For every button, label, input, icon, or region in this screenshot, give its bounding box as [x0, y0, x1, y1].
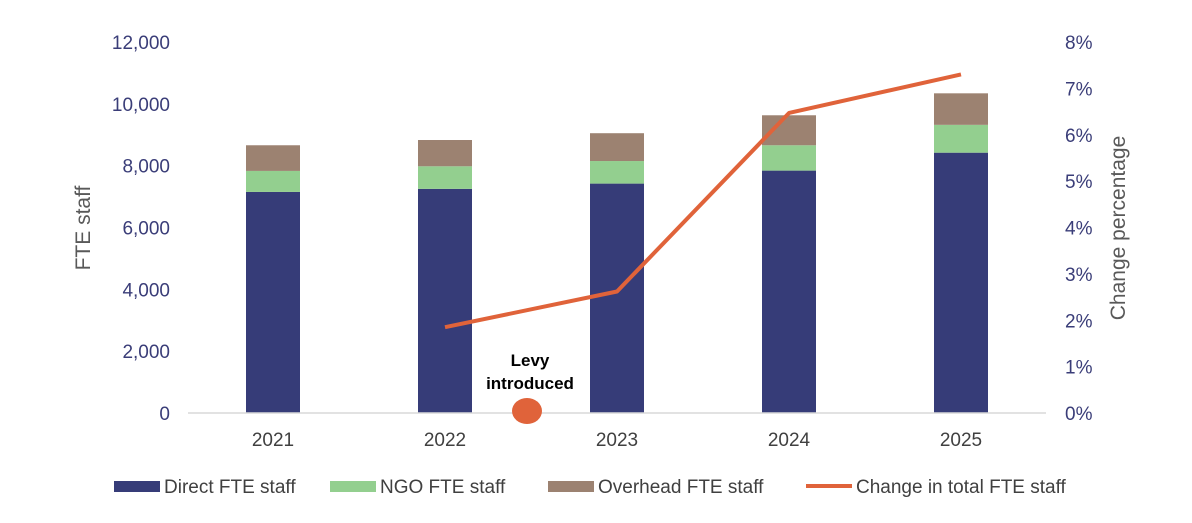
bar-layer [246, 93, 988, 413]
legend-swatch-overhead [548, 481, 594, 492]
left-tick-label: 10,000 [112, 95, 170, 116]
right-tick-label: 4% [1065, 219, 1093, 240]
bar-segment-2022-0 [418, 188, 472, 413]
levy-marker [512, 398, 542, 424]
x-axis-ticks: 2021 2022 2023 2024 2025 [252, 430, 982, 451]
left-tick-label: 2,000 [122, 342, 170, 363]
bar-segment-2025-0 [934, 152, 988, 413]
x-tick-label: 2021 [252, 430, 294, 451]
left-tick-label: 8,000 [122, 157, 170, 178]
annotation-line-2: introduced [486, 374, 574, 393]
legend-item-direct: Direct FTE staff [114, 477, 296, 498]
right-axis-ticks: 0% 1% 2% 3% 4% 5% 6% 7% 8% [1065, 33, 1093, 425]
legend-swatch-ngo [330, 481, 376, 492]
right-tick-label: 6% [1065, 126, 1093, 147]
bar-segment-2021-1 [246, 170, 300, 192]
line-layer [444, 72, 962, 330]
left-tick-label: 4,000 [122, 280, 170, 301]
x-tick-label: 2024 [768, 430, 811, 451]
right-tick-label: 7% [1065, 79, 1093, 100]
bar-segment-2023-2 [590, 133, 644, 162]
right-axis-title: Change percentage [1107, 136, 1130, 320]
legend-item-change: Change in total FTE staff [806, 477, 1067, 498]
legend-item-overhead: Overhead FTE staff [548, 477, 764, 498]
bar-segment-2024-0 [762, 170, 816, 413]
levy-annotation: Levy introduced [486, 351, 574, 424]
right-tick-label: 2% [1065, 311, 1093, 332]
left-tick-label: 12,000 [112, 33, 170, 54]
bar-segment-2022-1 [418, 166, 472, 189]
right-tick-label: 5% [1065, 172, 1093, 193]
bar-segment-2023-0 [590, 183, 644, 413]
annotation-line-1: Levy [511, 351, 550, 370]
right-tick-label: 1% [1065, 358, 1093, 379]
legend-label-overhead: Overhead FTE staff [598, 477, 764, 498]
x-tick-label: 2023 [596, 430, 638, 451]
bar-segment-2023-1 [590, 161, 644, 184]
bar-segment-2024-1 [762, 145, 816, 171]
legend-label-ngo: NGO FTE staff [380, 477, 506, 498]
right-tick-label: 0% [1065, 404, 1093, 425]
legend-swatch-direct [114, 481, 160, 492]
bar-segment-2025-2 [934, 93, 988, 125]
right-tick-label: 3% [1065, 265, 1093, 286]
bar-segment-2022-2 [418, 140, 472, 167]
left-tick-label: 6,000 [122, 219, 170, 240]
left-tick-label: 0 [159, 404, 170, 425]
legend: Direct FTE staff NGO FTE staff Overhead … [114, 477, 1067, 498]
legend-label-direct: Direct FTE staff [164, 477, 296, 498]
x-tick-label: 2022 [424, 430, 466, 451]
left-axis-title: FTE staff [72, 185, 95, 270]
left-axis-ticks: 0 2,000 4,000 6,000 8,000 10,000 12,000 [112, 33, 170, 425]
legend-item-ngo: NGO FTE staff [330, 477, 506, 498]
bar-segment-2025-1 [934, 124, 988, 153]
right-tick-label: 8% [1065, 33, 1093, 54]
bar-segment-2021-2 [246, 145, 300, 171]
bar-segment-2021-0 [246, 191, 300, 413]
x-tick-label: 2025 [940, 430, 982, 451]
line-change-total-fte [444, 72, 962, 330]
legend-label-change: Change in total FTE staff [856, 477, 1067, 498]
